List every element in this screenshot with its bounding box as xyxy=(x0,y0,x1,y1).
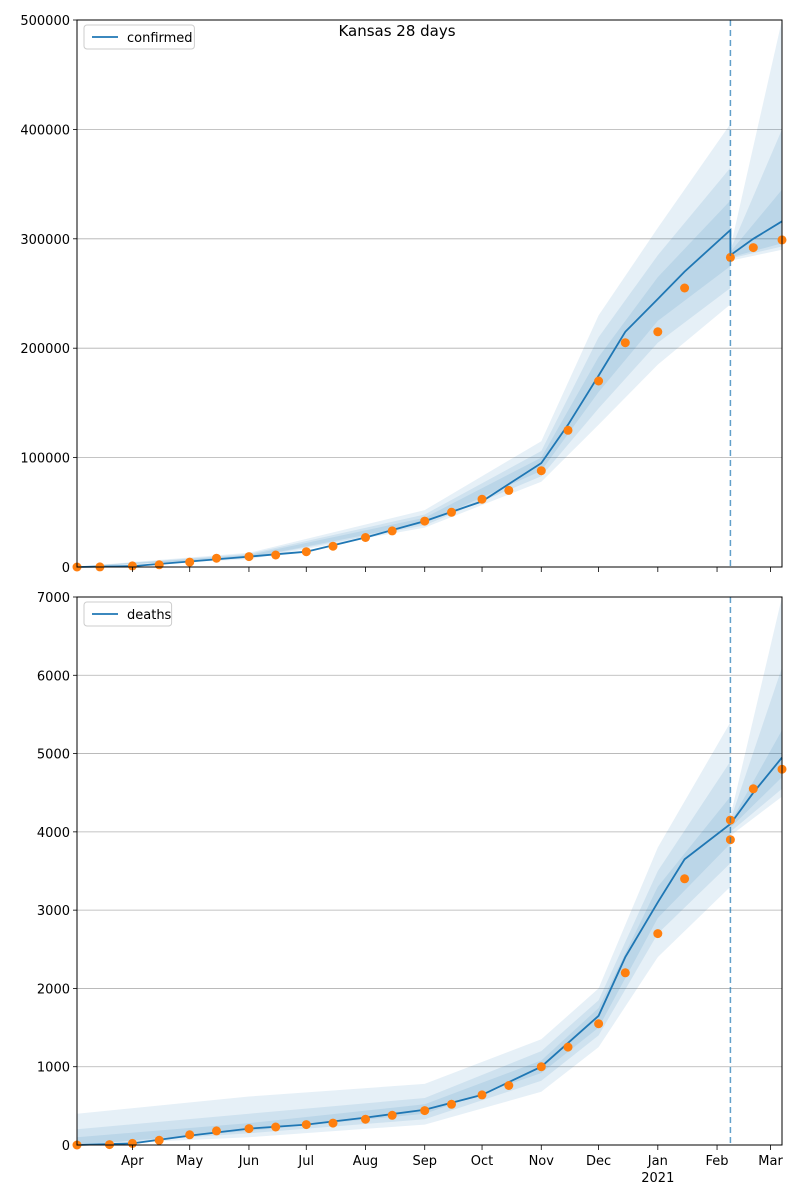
observed-point xyxy=(387,1110,397,1120)
observed-point xyxy=(563,425,573,435)
observed-point xyxy=(154,560,164,570)
observed-point xyxy=(504,485,514,495)
observed-point xyxy=(725,252,735,262)
observed-point xyxy=(536,1062,546,1072)
observed-point xyxy=(620,968,630,978)
observed-point xyxy=(563,1042,573,1052)
y-tick-label: 100000 xyxy=(20,452,70,467)
legend-label: deaths xyxy=(127,608,172,623)
observed-point xyxy=(154,1135,164,1145)
y-tick-label: 200000 xyxy=(20,342,70,357)
observed-point xyxy=(680,874,690,884)
observed-point xyxy=(244,1124,254,1134)
confirmed-chart-panel: 0 100000 200000 300000 400000 500000 confirmed xyxy=(20,14,787,576)
observed-point xyxy=(420,516,430,526)
y-tick-label: 400000 xyxy=(20,123,70,138)
x-tick-label: Oct xyxy=(471,1154,493,1169)
observed-point xyxy=(594,1019,604,1029)
observed-point xyxy=(680,283,690,293)
deaths-chart-panel: 0 1000 2000 3000 4000 5000 6000 7000 Apr May Jun Ju… xyxy=(37,591,787,1186)
observed-point xyxy=(271,1122,281,1132)
axes-frame xyxy=(76,596,783,1146)
observed-point xyxy=(420,1106,430,1116)
observed-point xyxy=(212,553,221,563)
x-tick-label: Sep xyxy=(412,1154,437,1169)
x-tick-label: Apr xyxy=(121,1154,144,1169)
confidence-band-inner xyxy=(77,189,782,567)
x-tick-label: Jun xyxy=(238,1154,259,1169)
x-tick-label: Nov xyxy=(529,1154,555,1169)
y-tick-label: 7000 xyxy=(37,591,70,606)
observed-point xyxy=(127,1138,137,1148)
observed-point xyxy=(504,1081,514,1090)
observed-point xyxy=(653,929,663,939)
x-tick-label: May xyxy=(176,1154,203,1169)
y-tick-label: 0 xyxy=(62,561,70,576)
observed-point xyxy=(594,376,604,386)
x-tick-year-label: 2021 xyxy=(641,1171,674,1186)
x-tick-label: Feb xyxy=(706,1154,729,1169)
x-tick-label: Jul xyxy=(297,1154,314,1169)
y-tick-label: 1000 xyxy=(37,1061,70,1076)
observed-point xyxy=(536,466,546,476)
observed-point xyxy=(301,547,311,557)
observed-point xyxy=(244,552,254,562)
y-tick-label: 6000 xyxy=(37,669,70,684)
y-tick-label: 3000 xyxy=(37,904,70,919)
observed-point xyxy=(447,1099,456,1109)
observed-point xyxy=(748,784,758,794)
y-tick-label: 300000 xyxy=(20,233,70,248)
observed-point xyxy=(477,1090,487,1100)
observed-point xyxy=(212,1126,221,1136)
legend-box xyxy=(83,601,173,627)
axes-frame xyxy=(76,19,783,568)
legend-box xyxy=(83,24,195,50)
observed-point xyxy=(361,1114,370,1124)
observed-point xyxy=(387,526,397,536)
observed-point xyxy=(653,327,663,337)
x-tick-label: Dec xyxy=(586,1154,611,1169)
x-tick-label: Aug xyxy=(353,1154,378,1169)
observed-point xyxy=(620,338,630,348)
confidence-band-inner xyxy=(77,730,782,1145)
figure-title: Kansas 28 days xyxy=(338,22,455,40)
y-tick-label: 0 xyxy=(62,1139,70,1154)
observed-point xyxy=(328,1118,338,1128)
observed-point xyxy=(185,557,195,567)
observed-point xyxy=(301,1120,311,1130)
y-tick-label: 5000 xyxy=(37,748,70,763)
y-tick-label: 4000 xyxy=(37,826,70,841)
observed-point xyxy=(447,507,456,517)
confidence-band-middle xyxy=(77,667,782,1145)
observed-point xyxy=(328,541,338,551)
observed-point xyxy=(127,561,137,571)
legend-label: confirmed xyxy=(127,31,193,46)
observed-point xyxy=(271,550,281,560)
y-tick-label: 2000 xyxy=(37,982,70,997)
observed-point xyxy=(477,494,487,504)
confidence-band-middle xyxy=(77,129,782,567)
observed-point xyxy=(361,533,370,542)
observed-point xyxy=(748,243,758,253)
x-tick-label: Mar xyxy=(758,1154,783,1169)
confidence-band-outer xyxy=(77,597,782,1145)
confidence-band-outer xyxy=(77,20,782,567)
observed-point xyxy=(185,1130,195,1140)
y-tick-label: 500000 xyxy=(20,14,70,29)
x-tick-label: Jan xyxy=(647,1154,668,1169)
